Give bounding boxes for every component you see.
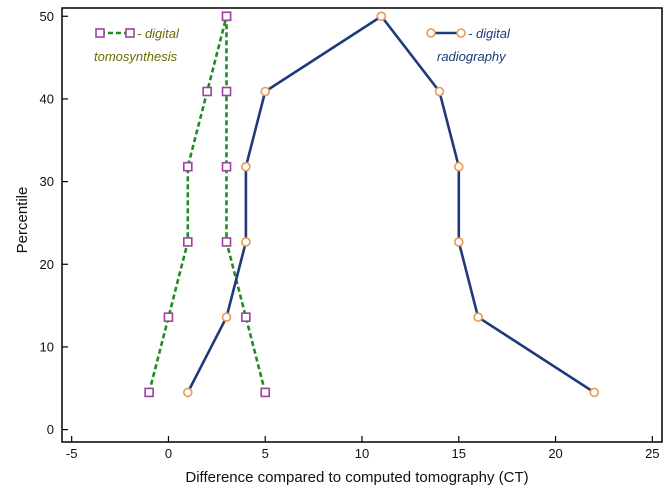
- data-point: [202, 86, 212, 97]
- legend-marker: [125, 28, 135, 38]
- series-line-0-0: [147, 15, 228, 393]
- y-tick-label: 30: [40, 174, 54, 189]
- y-tick-label: 10: [40, 339, 54, 354]
- legend-label-line1: - digital: [468, 26, 511, 41]
- data-point: [144, 387, 154, 398]
- y-tick-label: 40: [40, 91, 54, 106]
- x-axis-title: Difference compared to computed tomograp…: [185, 469, 528, 486]
- y-tick-label: 20: [40, 257, 54, 272]
- x-tick-label: 25: [645, 446, 659, 461]
- data-point: [434, 86, 445, 97]
- legend-marker: [95, 28, 105, 38]
- data-point: [183, 161, 193, 172]
- series-line-1-1: [380, 15, 596, 394]
- x-tick-label: 20: [548, 446, 562, 461]
- data-point: [260, 387, 271, 398]
- data-point: [453, 237, 464, 247]
- x-tick-label: 0: [165, 446, 172, 461]
- data-markers: [144, 11, 600, 398]
- legend-marker: [456, 28, 466, 38]
- y-tick-label: 50: [40, 9, 54, 24]
- data-point: [241, 237, 251, 247]
- data-point: [241, 312, 251, 322]
- data-point: [163, 312, 174, 322]
- data-point: [221, 237, 232, 247]
- data-point: [473, 312, 483, 322]
- data-point: [183, 387, 193, 398]
- series-line-0-1: [225, 16, 267, 393]
- legend-label-line2: tomosynthesis: [94, 49, 178, 64]
- data-point: [183, 237, 193, 247]
- legend-label-line1: - digital: [137, 26, 180, 41]
- data-point: [221, 312, 232, 322]
- data-point: [221, 86, 232, 97]
- x-tick-label: 5: [262, 446, 269, 461]
- data-point: [221, 11, 232, 22]
- x-tick-label: 10: [355, 446, 369, 461]
- axis-ticks: -5 0 5 10 15 20 25 0 10 20 30 40 50: [40, 9, 660, 461]
- data-point: [453, 161, 464, 172]
- y-tick-label: 0: [47, 422, 54, 437]
- y-axis-title: Percentile: [14, 187, 31, 254]
- legend: - digital tomosynthesis - digital radiograp…: [94, 26, 511, 64]
- legend-label-line2: radiography: [437, 49, 507, 64]
- series-line-1-0: [186, 15, 383, 393]
- x-tick-label: -5: [66, 446, 78, 461]
- data-point: [589, 387, 600, 398]
- data-curves: [147, 15, 596, 394]
- data-point: [376, 11, 387, 22]
- data-point: [260, 86, 271, 97]
- data-point: [221, 161, 232, 172]
- data-point: [241, 161, 251, 172]
- legend-marker: [426, 28, 436, 38]
- x-tick-label: 15: [452, 446, 466, 461]
